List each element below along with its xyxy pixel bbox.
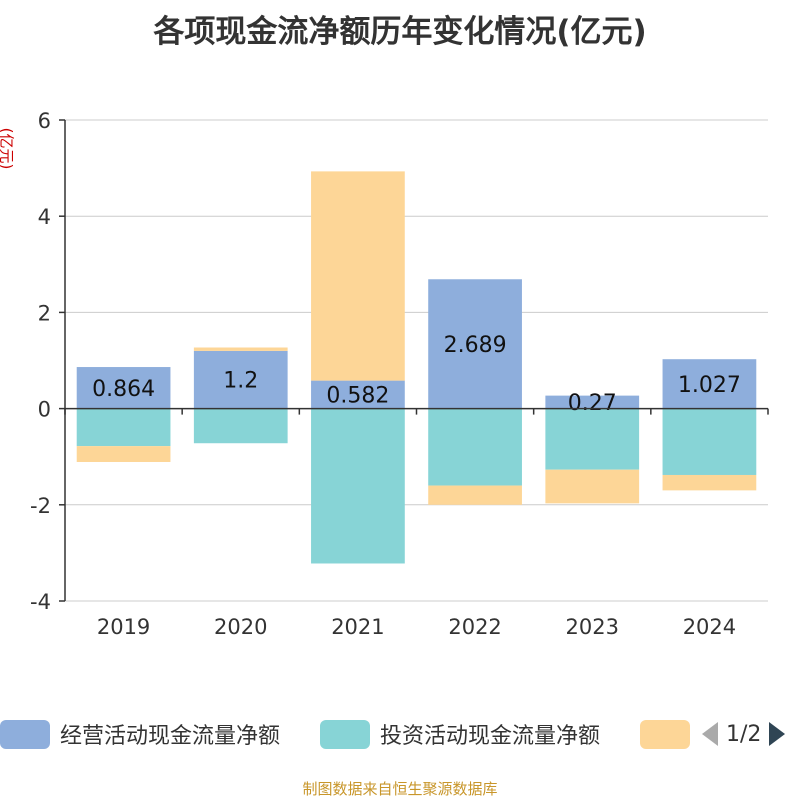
bar-financing: [662, 474, 757, 491]
bar-investing: [193, 408, 288, 444]
data-label: 1.027: [678, 373, 741, 398]
bar-operating: [662, 359, 757, 409]
bar-investing: [311, 408, 405, 564]
bar-investing: [545, 408, 640, 470]
legend-label: 投资活动现金流量净额: [380, 724, 601, 749]
data-label: 1.2: [223, 369, 258, 394]
bar-operating: [193, 350, 288, 409]
legend-page-indicator: 1/2: [726, 721, 762, 747]
legend-item-operating[interactable]: 经营活动现金流量净额: [0, 716, 280, 752]
x-tick-label: 2020: [214, 615, 267, 639]
bar-financing: [311, 171, 405, 381]
bar-financing: [76, 446, 171, 462]
bar-financing: [193, 347, 288, 351]
source-note: 制图数据来自恒生聚源数据库: [302, 780, 498, 798]
bar-chart: -4 -2 0 2 4 6 0.864 1.2 0.582 2.689 0.27 1.027 2019 2…: [30, 109, 769, 639]
bar-operating: [545, 395, 640, 409]
x-tick-label: 2023: [566, 615, 619, 639]
legend-item-financing[interactable]: [640, 716, 700, 752]
bar-investing: [428, 408, 522, 486]
prev-page-icon[interactable]: [700, 720, 720, 748]
bar-investing: [76, 408, 171, 447]
data-label: 0.27: [568, 391, 617, 416]
legend: 经营活动现金流量净额 投资活动现金流量净额: [0, 716, 800, 752]
x-tick-label: 2024: [683, 615, 736, 639]
legend-item-investing[interactable]: 投资活动现金流量净额: [320, 716, 600, 752]
y-tick-label: 4: [38, 205, 51, 229]
legend-label: 经营活动现金流量净额: [60, 724, 281, 749]
bar-financing: [545, 469, 640, 504]
bar-operating: [76, 367, 171, 409]
x-tick-label: 2022: [448, 615, 501, 639]
legend-swatch: [320, 719, 370, 749]
y-tick-label: -4: [30, 590, 51, 614]
x-tick-label: 2021: [331, 615, 384, 639]
y-tick-label: -2: [30, 494, 51, 518]
bar-financing: [428, 485, 522, 505]
y-tick-label: 6: [38, 109, 51, 133]
bar-operating: [428, 279, 522, 409]
data-label: 0.582: [326, 384, 389, 409]
chart-title: 各项现金流净额历年变化情况(亿元): [153, 14, 647, 50]
next-page-icon[interactable]: [767, 720, 787, 748]
bar-investing: [662, 408, 757, 475]
legend-pager: 1/2: [700, 716, 787, 752]
data-label: 0.864: [92, 377, 155, 402]
data-label: 2.689: [444, 333, 507, 358]
y-tick-label: 2: [38, 301, 51, 325]
bar-operating: [311, 380, 405, 409]
y-tick-label: 0: [38, 398, 51, 422]
x-tick-label: 2019: [97, 615, 150, 639]
legend-swatch: [0, 719, 50, 749]
legend-swatch: [640, 719, 690, 749]
